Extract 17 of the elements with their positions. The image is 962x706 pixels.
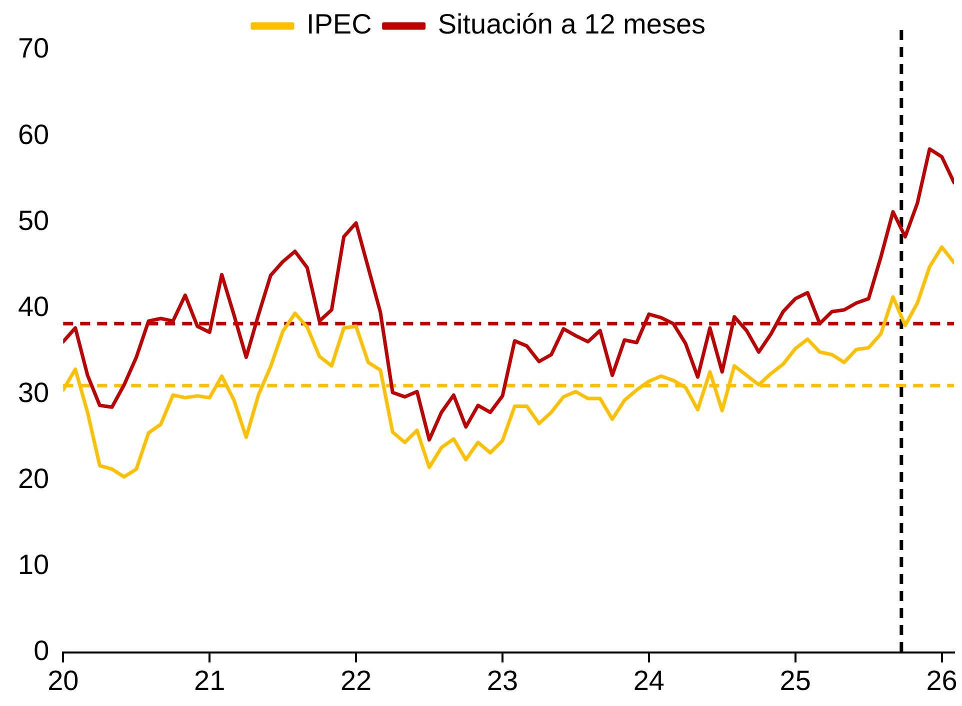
x-tick-label: 21 <box>194 664 226 696</box>
x-tick-label: 20 <box>48 664 79 696</box>
y-tick-label: 50 <box>18 204 50 236</box>
x-tick-label: 25 <box>780 664 811 696</box>
y-tick-label: 60 <box>18 118 50 150</box>
y-tick-label: 20 <box>18 463 50 494</box>
y-tick-label: 30 <box>18 376 50 408</box>
y-tick-label: 40 <box>18 290 50 322</box>
legend-label: Situación a 12 meses <box>438 8 706 40</box>
x-tick-label: 22 <box>340 664 372 696</box>
y-tick-label: 70 <box>18 32 50 64</box>
x-tick-label: 26 <box>926 664 958 696</box>
legend-label: IPEC <box>306 8 372 40</box>
y-tick-label: 0 <box>34 635 50 666</box>
x-tick-label: 23 <box>486 664 518 696</box>
y-tick-label: 10 <box>18 549 50 580</box>
x-tick-label: 24 <box>633 664 664 696</box>
